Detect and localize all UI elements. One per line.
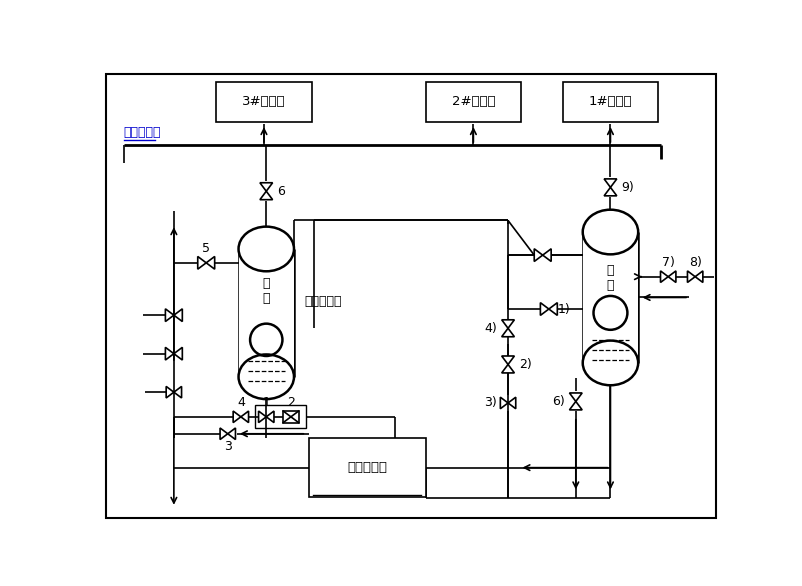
Text: 1): 1) (558, 302, 571, 315)
Polygon shape (695, 271, 703, 282)
Polygon shape (661, 271, 668, 282)
Ellipse shape (583, 340, 638, 385)
Text: 汽平衡母管: 汽平衡母管 (124, 126, 161, 139)
Text: 2#除氧器: 2#除氧器 (452, 96, 495, 108)
Text: 6: 6 (277, 185, 285, 197)
Text: 5: 5 (202, 243, 210, 255)
Text: 1: 1 (262, 397, 270, 410)
Polygon shape (174, 347, 182, 360)
Polygon shape (534, 249, 543, 261)
Polygon shape (569, 393, 582, 401)
Polygon shape (543, 249, 551, 261)
Polygon shape (166, 386, 174, 398)
Text: 9): 9) (622, 181, 634, 194)
Text: 定排扩容器: 定排扩容器 (347, 461, 387, 474)
Bar (217, 82, 312, 122)
Polygon shape (569, 401, 582, 410)
Bar (583, 232, 638, 363)
Ellipse shape (238, 227, 294, 271)
Polygon shape (502, 320, 514, 328)
Polygon shape (233, 411, 241, 423)
Polygon shape (604, 188, 617, 196)
Bar (283, 411, 298, 423)
Polygon shape (165, 309, 174, 322)
Text: 2: 2 (287, 397, 295, 410)
Polygon shape (604, 179, 617, 188)
Bar (563, 82, 658, 122)
Polygon shape (508, 397, 516, 409)
Text: 2): 2) (519, 358, 532, 371)
Text: 8): 8) (689, 256, 702, 270)
Text: 一
期: 一 期 (606, 264, 614, 292)
Ellipse shape (238, 355, 294, 399)
Polygon shape (260, 191, 273, 200)
Text: 3: 3 (224, 440, 232, 454)
Polygon shape (668, 271, 676, 282)
Bar (426, 82, 521, 122)
Polygon shape (502, 356, 514, 364)
Text: 3): 3) (484, 397, 497, 410)
Polygon shape (241, 411, 249, 423)
Bar (256, 406, 306, 428)
Polygon shape (500, 397, 508, 409)
Polygon shape (541, 302, 549, 315)
Bar (238, 249, 294, 377)
Polygon shape (174, 386, 181, 398)
Polygon shape (258, 411, 266, 423)
Ellipse shape (583, 210, 638, 254)
Bar (309, 438, 426, 497)
Polygon shape (174, 309, 182, 322)
Polygon shape (228, 428, 236, 440)
Text: 1#除氧器: 1#除氧器 (589, 96, 632, 108)
Polygon shape (165, 347, 174, 360)
Polygon shape (206, 257, 215, 269)
Text: 6): 6) (553, 395, 565, 408)
Polygon shape (687, 271, 695, 282)
Polygon shape (220, 428, 228, 440)
Text: 4: 4 (237, 397, 245, 410)
Text: 连排扩容器: 连排扩容器 (305, 295, 342, 308)
Polygon shape (198, 257, 206, 269)
Polygon shape (260, 183, 273, 191)
Polygon shape (502, 364, 514, 373)
Text: 二
期: 二 期 (262, 277, 270, 305)
Polygon shape (502, 328, 514, 337)
Text: 4): 4) (484, 322, 497, 335)
Polygon shape (266, 411, 274, 423)
Polygon shape (549, 302, 557, 315)
Text: 7): 7) (662, 256, 674, 270)
Text: 3#除氧器: 3#除氧器 (242, 96, 286, 108)
